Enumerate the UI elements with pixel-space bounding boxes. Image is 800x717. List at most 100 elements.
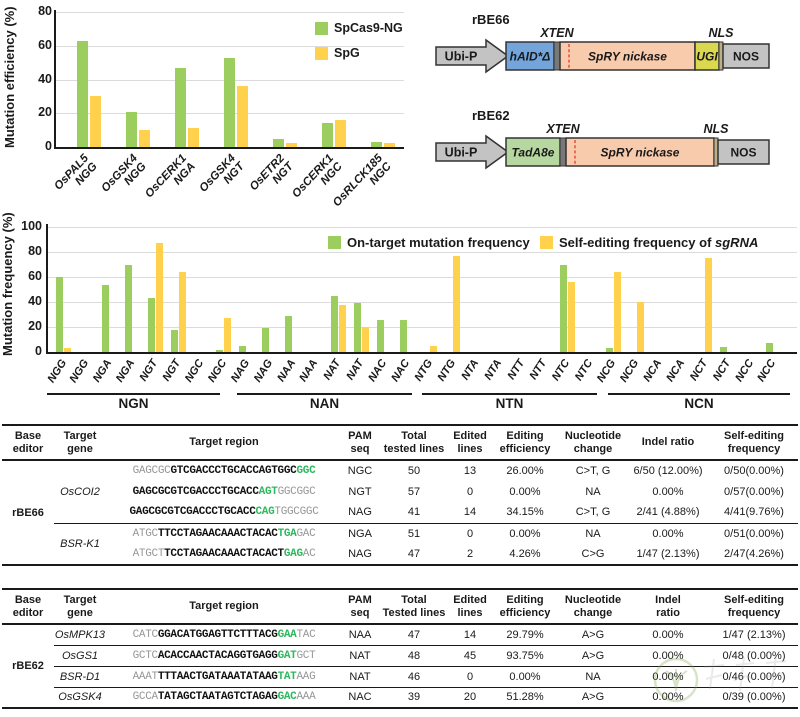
bar-self-editing: [361, 327, 369, 352]
self-editing-cell: 1/47 (2.13%): [722, 628, 786, 641]
table-row: BSR-D1 AAATTTTAACTGATAAATATAAGTATAAG NAT 46…: [2, 665, 798, 687]
header-line: PAM: [348, 594, 372, 606]
indel-ratio-cell: 2/41 (4.88%): [636, 506, 700, 519]
header-line: Target: [63, 430, 97, 442]
sequence-segment-pam: TGA: [277, 527, 297, 540]
base-editor-table: Base editor Target gene Target region PAM seq T…: [2, 588, 798, 709]
x-axis-line: [54, 147, 404, 149]
y-tick-label: 40: [38, 71, 52, 86]
table-row: rBE62 OsMPK13 CATCGGACATGGAGTTCTTTACGGAATA…: [2, 624, 798, 672]
column-header: Editing efficiency: [490, 589, 560, 624]
header-line: seq: [350, 442, 370, 455]
table-row: OsGS1 GCTCACACCAACTACAGGTGAGGGATGCT NAT 48 4…: [2, 644, 798, 666]
sequence-segment-dim: ATGC: [132, 527, 159, 540]
bar-self-editing: [636, 302, 644, 352]
edited-lines-cell: 45: [450, 644, 490, 666]
construct-title-rbe62: rBE62: [472, 108, 510, 123]
target-gene-cell: BSR-K1: [54, 522, 106, 565]
self-editing-cell: 2/47(4.26%): [724, 548, 784, 560]
bar-on-target: [765, 343, 773, 353]
bar-on-target: [239, 345, 247, 353]
pam-seq-cell: NGA: [342, 522, 378, 544]
bar-spg: [334, 120, 346, 147]
self-editing-cell: 0/51(0.00%): [710, 522, 798, 544]
header-line: frequency: [727, 442, 781, 455]
bar-on-target: [170, 329, 178, 352]
header-line: Self-editing: [724, 594, 784, 606]
base-editor-cell: rBE66: [12, 506, 44, 519]
bar-on-target: [605, 348, 613, 353]
chart-mutation-frequency: Mutation frequency (%) On-target mutatio…: [0, 212, 800, 424]
column-header: Indel ratio: [626, 589, 710, 624]
target-region-cell: ATGCTTCCTAGAACAAACTACACTGAGAC: [106, 544, 342, 565]
construct-box: [694, 41, 720, 71]
bar-spg: [236, 86, 248, 148]
y-tick-label: 60: [28, 269, 42, 283]
construct-box-label: NOS: [730, 146, 756, 160]
table-header: Base editor Target gene Target region PAM seq T…: [2, 589, 798, 624]
bar-on-target: [559, 264, 567, 352]
header-line: Indel: [655, 594, 681, 606]
sequence-segment-bold: GGACATGGAGTTCTTTACG: [157, 628, 278, 641]
pam-seq-cell: NAT: [342, 644, 378, 666]
bar-self-editing: [613, 272, 621, 352]
bar-on-target: [720, 347, 728, 352]
construct-box-label: SpRY nickase: [588, 50, 667, 64]
total-lines-cell: 48: [378, 644, 450, 666]
linker-label: XTEN: [539, 26, 574, 40]
column-header: Base editor: [2, 589, 54, 624]
header-line: Nucleotide: [564, 594, 622, 606]
column-header: Total Tested lines: [378, 589, 450, 624]
sequence-segment-dim: AAA: [296, 691, 316, 704]
editing-efficiency-cell: 51.28%: [490, 686, 560, 708]
edited-lines-cell: 2: [466, 548, 474, 560]
construct-diagram-rbe66: Ubi-P hAID*Δ XTEN SpRY nickase UGI NLS NOS: [435, 26, 770, 74]
column-header: Target gene: [54, 425, 106, 460]
indel-ratio-cell: 6/50 (12.00%): [633, 465, 703, 477]
sequence-segment-pam: GAG: [283, 548, 303, 560]
nucleotide-change-cell: A>G: [581, 628, 605, 641]
y-axis-label: Mutation efficiency (%): [2, 6, 17, 148]
header-line: efficiency: [499, 606, 551, 619]
gridline: [48, 302, 797, 303]
target-gene-cell: OsGS1: [54, 644, 106, 666]
bar-self-editing: [453, 255, 461, 353]
header-row: Base editor Target gene Target region PAM seq T…: [2, 425, 798, 460]
target-gene-cell: OsGSK4: [54, 686, 106, 708]
sequence-segment-dim: GAC: [296, 527, 316, 540]
column-header: Editing efficiency: [490, 425, 560, 460]
nucleotide-change-cell: A>G: [560, 686, 626, 708]
bar-on-target: [124, 264, 132, 352]
editing-efficiency-cell: 0.00%: [490, 665, 560, 687]
header-line: Target region: [189, 436, 259, 449]
y-tick-label: 0: [45, 139, 52, 153]
header-line: change: [573, 606, 613, 619]
editing-efficiency-cell: 93.75%: [490, 644, 560, 666]
linker-label: NLS: [709, 26, 735, 40]
total-lines-cell: 39: [378, 686, 450, 708]
bar-on-target: [262, 328, 270, 353]
construct-box-label: TadA8e: [512, 146, 555, 160]
bar-spg: [187, 128, 199, 147]
construct-title-rbe66: rBE66: [472, 12, 510, 27]
sequence-segment-dim: GCT: [296, 649, 316, 662]
column-header: Total tested lines: [378, 425, 450, 460]
table-row: GAGCGCGTCGACCCTGCACCAGTGGCGGC NGT 57 0 0.00%…: [2, 481, 798, 502]
self-editing-cell: 0/39 (0.00%): [710, 686, 798, 708]
target-gene-cell: OsMPK13: [54, 628, 106, 641]
sequence-segment-bold: ACACCAACTACAGGTGAGG: [157, 649, 278, 662]
column-header: PAM seq: [342, 589, 378, 624]
self-editing-cell: 0/46 (0.00%): [710, 665, 798, 687]
legend-swatch-spg: [315, 47, 328, 60]
pam-group-label: NAN: [309, 396, 340, 411]
y-axis-label: Mutation frequency (%): [0, 212, 15, 356]
header-row: Base editor Target gene Target region PAM seq T…: [2, 589, 798, 624]
column-header: PAM seq: [342, 425, 378, 460]
target-region-cell: GCCATATAGCTAATAGTCTAGAGGACAAA: [106, 686, 342, 708]
nucleotide-change-cell: NA: [560, 522, 626, 544]
pam-seq-cell: NAG: [348, 506, 372, 519]
construct-box-label: SpRY nickase: [601, 146, 680, 160]
pam-seq-cell: NAC: [342, 686, 378, 708]
